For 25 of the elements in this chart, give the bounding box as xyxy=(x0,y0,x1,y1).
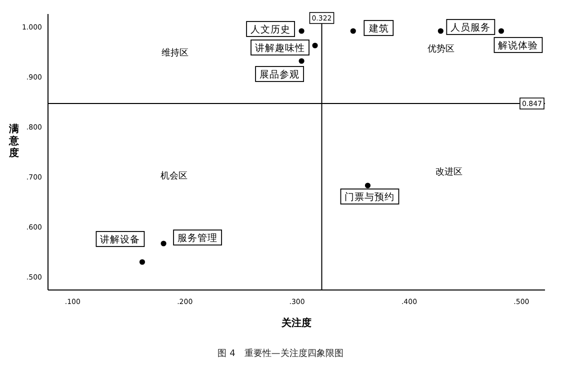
point xyxy=(160,240,166,246)
point xyxy=(498,28,504,34)
x-axis-title: 关注度 xyxy=(280,317,312,329)
point xyxy=(298,58,304,64)
point xyxy=(438,28,444,34)
annotation: 维持区 xyxy=(162,48,188,58)
point xyxy=(350,28,356,34)
annotation: 改进区 xyxy=(436,166,462,178)
point xyxy=(312,42,318,48)
annotation: 服务管理 xyxy=(178,232,218,244)
annotation: 讲解设备 xyxy=(100,234,140,246)
annotation: 解说体验 xyxy=(498,40,538,52)
annotation: 建筑 xyxy=(368,22,390,34)
point xyxy=(364,182,371,188)
point xyxy=(298,28,304,34)
annotation: 门票与预约 xyxy=(344,191,395,203)
text: 图 4 重要性—关注度四象限图 xyxy=(218,348,344,359)
annotation: 人员服务 xyxy=(450,22,491,34)
annotation: 机会区 xyxy=(160,170,188,182)
point xyxy=(139,259,146,265)
annotation: 优势区 xyxy=(428,44,454,54)
annotation: 展品参观 xyxy=(260,68,300,80)
annotation: 人文历史 xyxy=(250,24,291,36)
annotation: 讲解趣味性 xyxy=(255,42,306,54)
y-axis-title: 满意度 xyxy=(8,123,20,159)
